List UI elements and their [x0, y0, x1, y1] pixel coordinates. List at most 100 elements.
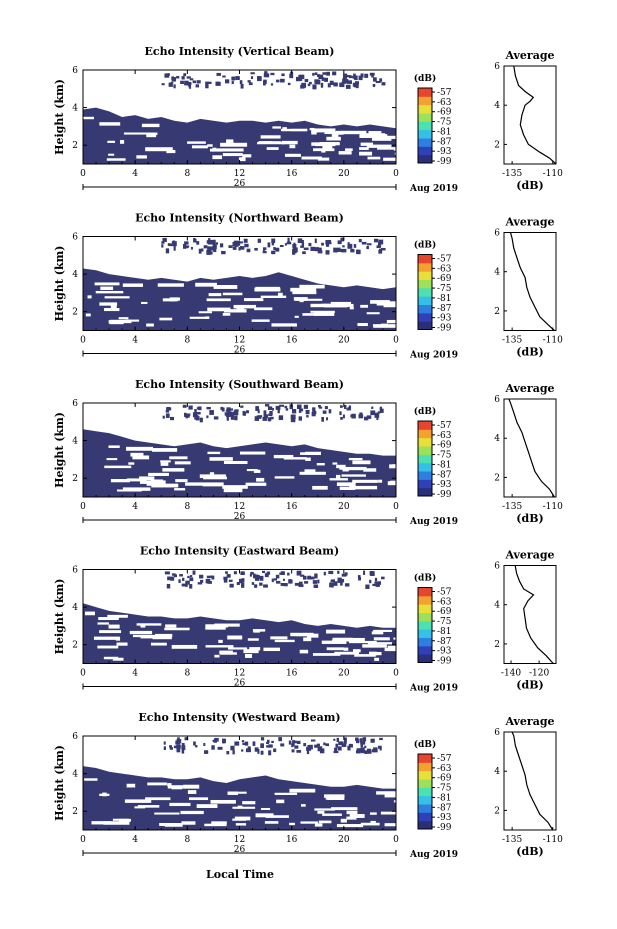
- echo-gap: [274, 792, 298, 795]
- profile-y-tick-label: 6: [494, 728, 500, 738]
- echo-gap: [91, 821, 112, 825]
- echo-gap: [141, 123, 160, 128]
- colorbar-segment: [418, 604, 432, 613]
- x-tick-label: 8: [184, 169, 190, 179]
- echo-gap: [103, 821, 130, 825]
- colorbar-frame: [417, 587, 433, 663]
- colorbar-segment: [418, 462, 432, 472]
- echo-gap: [104, 465, 132, 469]
- echo-gap: [322, 145, 333, 150]
- colorbar-segment: [418, 454, 432, 464]
- echo-speck: [348, 405, 352, 409]
- echo-gap: [169, 802, 191, 807]
- echo-speck: [239, 80, 243, 85]
- echo-gap: [378, 479, 383, 483]
- echo-gap: [383, 157, 396, 161]
- echo-speck: [227, 411, 233, 415]
- echo-speck: [371, 75, 374, 78]
- echo-speck: [269, 410, 273, 416]
- echo-speck: [250, 76, 254, 80]
- month-label: Aug 2019: [409, 184, 458, 194]
- echo-speck: [266, 741, 270, 744]
- echo-speck: [318, 247, 322, 253]
- echo-speck: [339, 82, 342, 87]
- echo-gap: [367, 156, 381, 160]
- echo-speck: [161, 244, 164, 248]
- echo-gap: [211, 821, 227, 825]
- echo-gap: [270, 636, 288, 640]
- x-tick-label: 4: [132, 835, 138, 845]
- echo-speck: [350, 414, 355, 418]
- echo-speck: [170, 576, 175, 581]
- echo-speck: [342, 73, 348, 79]
- echo-speck: [213, 416, 219, 420]
- echo-speck: [278, 415, 284, 421]
- echo-gap: [332, 637, 353, 642]
- profile-y-tick-label: 4: [494, 101, 500, 111]
- echo-speck: [228, 579, 233, 582]
- echo-speck: [366, 245, 369, 250]
- echo-speck: [377, 581, 381, 585]
- month-label: Aug 2019: [409, 517, 458, 527]
- echo-speck: [171, 573, 176, 576]
- x-tick-label: 20: [338, 502, 350, 512]
- panel-3: Echo Intensity (Eastward Beam) 2 4 6 Height …: [53, 545, 557, 694]
- echo-speck: [209, 410, 214, 415]
- x-tick-label: 8: [184, 336, 190, 346]
- echo-gap: [245, 482, 267, 486]
- colorbar-frame: [417, 254, 433, 330]
- echo-speck: [292, 740, 295, 744]
- echo-gap: [352, 460, 371, 465]
- echo-gap: [367, 642, 393, 645]
- echo-gap: [209, 472, 215, 476]
- echo-speck: [186, 414, 190, 418]
- echo-speck: [241, 582, 245, 588]
- echo-gap: [366, 312, 380, 315]
- echo-gap: [260, 295, 287, 298]
- echo-speck: [254, 416, 260, 421]
- echo-speck: [363, 570, 366, 575]
- colorbar-tick-label: -75: [437, 284, 452, 294]
- profile-y-tick-label: 2: [494, 806, 500, 816]
- x-tick-label: 8: [184, 835, 190, 845]
- echo-speck: [339, 411, 342, 416]
- echo-gap: [293, 297, 308, 301]
- x-tick-label: 4: [132, 169, 138, 179]
- echo-speck: [318, 406, 323, 409]
- echo-gap: [150, 642, 167, 646]
- profile-title: Average: [504, 216, 554, 229]
- echo-gap: [340, 130, 367, 135]
- echo-speck: [222, 75, 226, 78]
- x-tick-label: 0: [80, 502, 86, 512]
- echo-gap: [181, 821, 196, 825]
- echo-speck: [179, 574, 183, 577]
- echo-gap: [336, 824, 364, 828]
- echo-gap: [332, 462, 338, 465]
- echo-speck: [264, 573, 269, 578]
- echo-speck: [263, 79, 267, 84]
- echo-speck: [342, 78, 347, 83]
- echo-speck: [271, 408, 274, 411]
- echo-gap: [314, 823, 323, 827]
- echo-speck: [184, 245, 189, 249]
- echo-speck: [270, 72, 275, 76]
- echo-speck: [344, 572, 348, 576]
- echo-speck: [379, 78, 383, 82]
- echo-speck: [303, 404, 309, 409]
- echo-gap: [217, 148, 244, 152]
- echo-speck: [366, 748, 372, 753]
- colorbar-segment: [418, 96, 432, 106]
- echo-gap: [338, 151, 352, 155]
- echo-speck: [207, 81, 212, 84]
- echo-speck: [176, 744, 181, 749]
- echo-gap: [377, 147, 396, 150]
- echo-gap: [213, 285, 238, 289]
- colorbar-segment: [418, 804, 432, 813]
- echo-speck: [196, 80, 201, 84]
- colorbar-segment: [418, 271, 432, 280]
- echo-speck: [325, 250, 330, 255]
- echo-gap: [242, 154, 252, 158]
- echo-gap: [202, 482, 224, 487]
- echo-speck: [294, 582, 300, 586]
- echo-gap: [305, 451, 322, 456]
